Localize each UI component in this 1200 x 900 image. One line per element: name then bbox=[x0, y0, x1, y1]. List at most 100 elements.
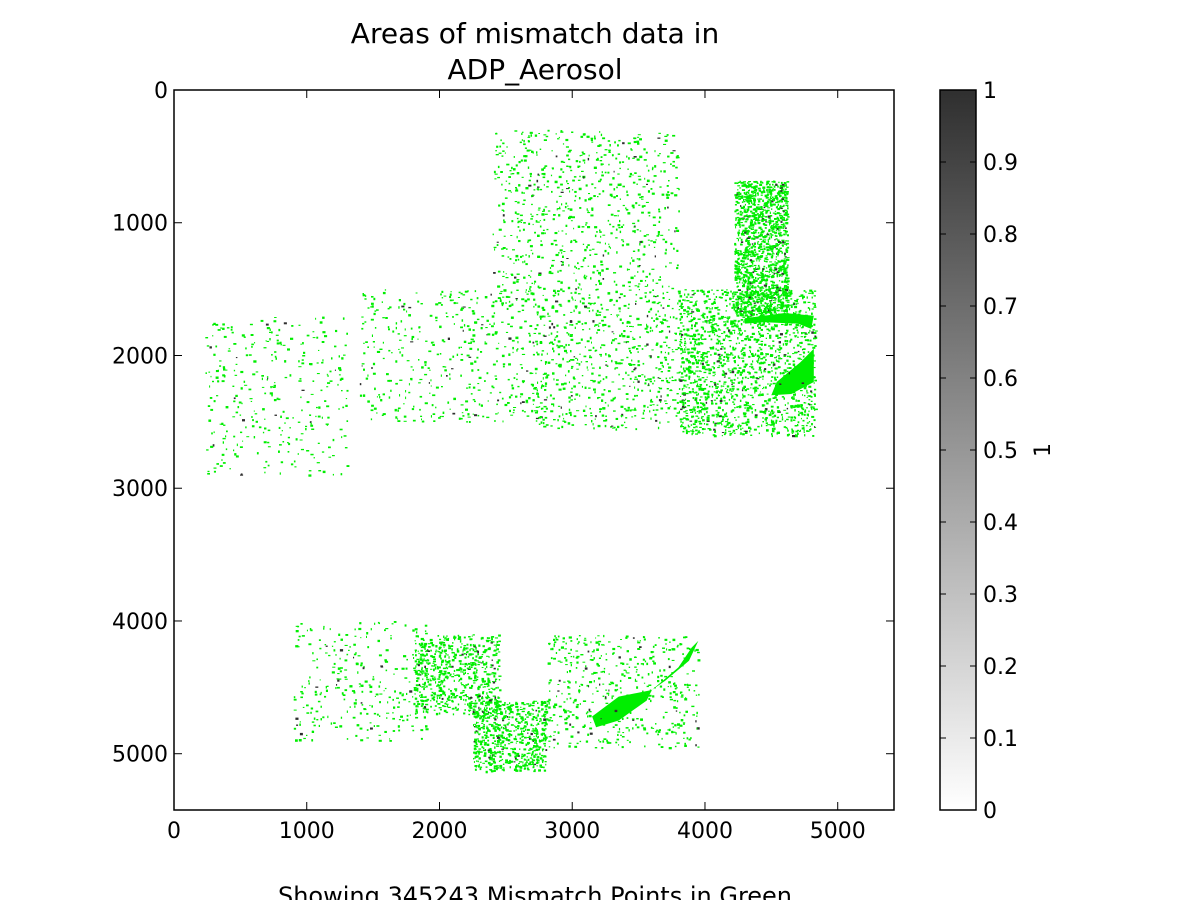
mismatch-point bbox=[586, 246, 588, 249]
mismatch-point bbox=[809, 425, 811, 427]
mismatch-point bbox=[725, 412, 728, 415]
mismatch-point bbox=[590, 277, 592, 280]
mismatch-point bbox=[740, 424, 742, 426]
mismatch-point bbox=[534, 280, 537, 283]
mismatch-point bbox=[547, 361, 551, 364]
mismatch-point bbox=[691, 315, 692, 318]
mismatch-point bbox=[783, 272, 787, 275]
mismatch-point bbox=[763, 191, 766, 193]
mismatch-point bbox=[592, 320, 595, 323]
mismatch-point bbox=[736, 394, 739, 397]
mismatch-point bbox=[780, 319, 783, 322]
mismatch-point bbox=[776, 290, 779, 293]
mismatch-point bbox=[802, 332, 806, 334]
mismatch-point bbox=[774, 300, 777, 302]
mismatch-point bbox=[227, 350, 231, 352]
mismatch-point bbox=[760, 248, 764, 251]
mismatch-point bbox=[704, 399, 708, 401]
mismatch-point bbox=[789, 355, 791, 357]
mismatch-point bbox=[565, 146, 569, 148]
mismatch-point bbox=[749, 405, 752, 408]
mismatch-point bbox=[276, 342, 280, 345]
mismatch-point bbox=[529, 372, 532, 375]
mismatch-point bbox=[813, 323, 816, 326]
mismatch-point bbox=[406, 360, 410, 362]
mismatch-point bbox=[635, 294, 638, 296]
mismatch-point bbox=[794, 305, 798, 309]
mismatch-point bbox=[692, 337, 695, 340]
mismatch-point bbox=[725, 323, 727, 325]
mismatch-point bbox=[494, 178, 497, 180]
mismatch-point bbox=[452, 299, 454, 301]
mismatch-point bbox=[767, 383, 769, 385]
mismatch-point bbox=[637, 375, 641, 377]
mismatch-point bbox=[518, 220, 521, 223]
mismatch-point bbox=[711, 385, 714, 388]
mismatch-point bbox=[785, 310, 788, 313]
mismatch-point bbox=[615, 228, 618, 231]
mismatch-point bbox=[790, 316, 793, 319]
mismatch-point bbox=[670, 152, 674, 154]
mismatch-point bbox=[782, 219, 785, 221]
mismatch-point bbox=[449, 358, 452, 361]
mismatch-point bbox=[789, 292, 792, 296]
mismatch-point bbox=[809, 403, 811, 406]
mismatch-point bbox=[568, 381, 570, 384]
mismatch-point bbox=[540, 318, 542, 320]
mismatch-point bbox=[507, 256, 510, 258]
mismatch-point bbox=[785, 280, 788, 284]
mismatch-point bbox=[749, 259, 753, 262]
mismatch-point bbox=[472, 340, 475, 343]
mismatch-point bbox=[714, 424, 717, 427]
mismatch-point bbox=[649, 291, 652, 293]
mismatch-point bbox=[785, 201, 789, 203]
mismatch-point bbox=[747, 200, 750, 202]
mismatch-point bbox=[777, 232, 780, 234]
mismatch-point bbox=[527, 239, 530, 242]
mismatch-point bbox=[579, 160, 581, 163]
mismatch-point bbox=[542, 294, 544, 296]
mismatch-point bbox=[793, 417, 796, 419]
mismatch-point bbox=[596, 331, 598, 334]
mismatch-point bbox=[777, 289, 779, 292]
mismatch-point bbox=[802, 349, 803, 351]
mismatch-point bbox=[814, 336, 818, 339]
mismatch-point bbox=[581, 170, 584, 172]
mismatch-point bbox=[704, 379, 708, 381]
mismatch-point bbox=[560, 288, 563, 291]
mismatch-point bbox=[616, 314, 620, 316]
mismatch-point bbox=[784, 252, 786, 255]
mismatch-point bbox=[709, 318, 712, 321]
mismatch-point bbox=[485, 327, 488, 329]
mismatch-point bbox=[784, 194, 787, 196]
mismatch-point bbox=[740, 205, 742, 207]
mismatch-point bbox=[417, 338, 419, 340]
mismatch-point bbox=[581, 231, 584, 233]
mismatch-point bbox=[712, 346, 715, 348]
mismatch-point bbox=[346, 465, 350, 467]
mismatch-point bbox=[805, 317, 809, 320]
mismatch-point bbox=[780, 299, 782, 301]
mismatch-point bbox=[693, 317, 695, 320]
mismatch-point bbox=[529, 290, 532, 292]
mismatch-point bbox=[739, 373, 742, 376]
mismatch-point bbox=[521, 191, 523, 194]
mismatch-point bbox=[404, 328, 406, 331]
mismatch-point bbox=[627, 212, 631, 215]
mismatch-point bbox=[222, 462, 226, 464]
mismatch-point bbox=[632, 398, 635, 401]
mismatch-point bbox=[707, 364, 709, 366]
mismatch-point bbox=[737, 301, 740, 303]
mismatch-point bbox=[789, 340, 792, 343]
mismatch-point bbox=[768, 228, 771, 232]
mismatch-point bbox=[638, 265, 641, 267]
mismatch-point bbox=[742, 307, 744, 309]
mismatch-point bbox=[781, 205, 785, 208]
mismatch-point bbox=[691, 347, 694, 350]
mismatch-point bbox=[768, 410, 770, 412]
mismatch-point bbox=[784, 212, 787, 215]
mismatch-point bbox=[503, 289, 507, 292]
mismatch-point bbox=[785, 426, 788, 429]
mismatch-point bbox=[772, 411, 775, 413]
mismatch-point bbox=[723, 363, 727, 365]
